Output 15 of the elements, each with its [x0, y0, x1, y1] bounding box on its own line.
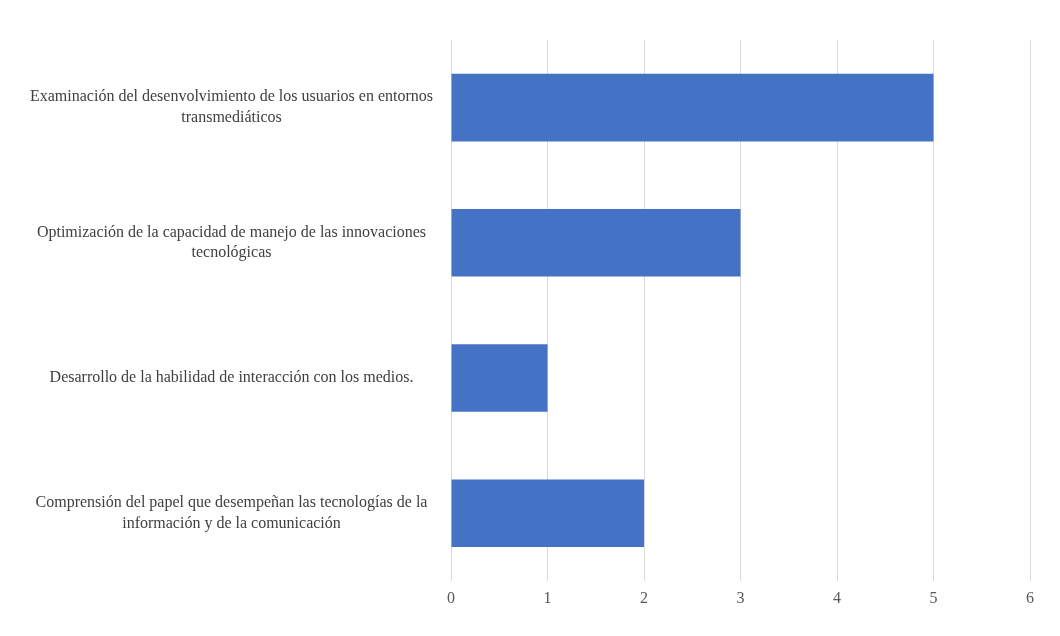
bar [451, 344, 548, 412]
x-tick-label: 6 [1026, 588, 1034, 606]
x-tick-label: 3 [736, 588, 745, 606]
x-tick-label: 0 [447, 588, 456, 606]
x-tick-label: 1 [543, 588, 552, 606]
bar [451, 73, 934, 142]
x-tick-label: 2 [640, 588, 649, 606]
x-tick-label: 4 [833, 588, 842, 606]
y-tick-label: Examinación del desenvolvimiento de los usuarios en entornos transmediáticos [30, 87, 434, 126]
bar [451, 479, 645, 547]
bar [451, 209, 741, 277]
y-tick-label: Desarrollo de la habilidad de interacción con los medios. [49, 368, 414, 386]
x-tick-label: 5 [929, 588, 938, 606]
y-tick-label: Comprensión del papel que desempeñan las tecnologías de la información y de la comunicación [35, 493, 428, 532]
y-tick-label: Optimización de la capacidad de manejo de las innovaciones tecnológicas [36, 222, 427, 262]
